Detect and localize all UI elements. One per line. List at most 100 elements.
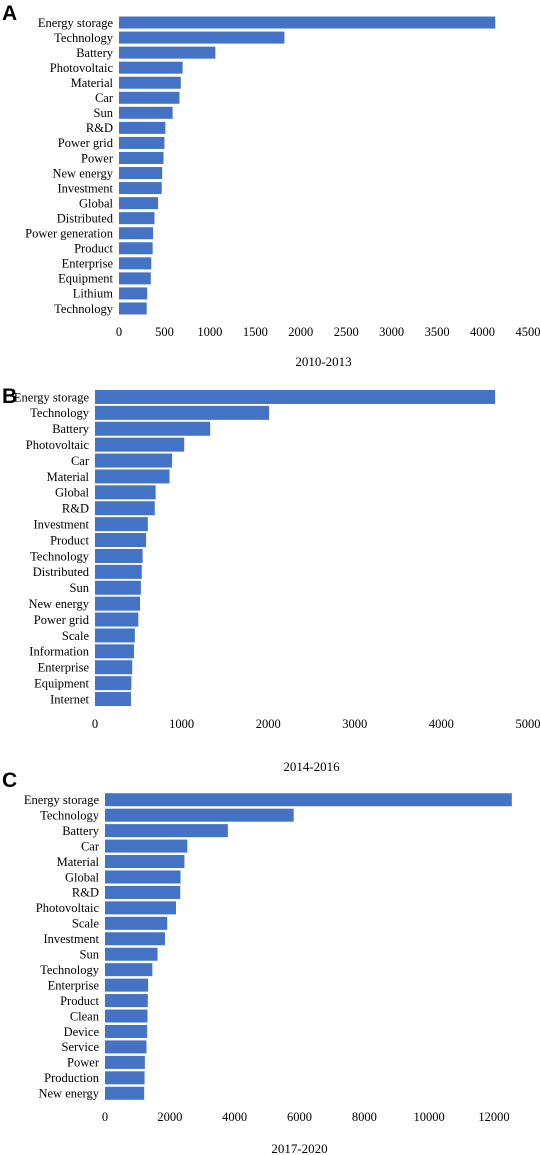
category-label-a-19: Technology bbox=[54, 302, 114, 316]
tick-label-a-9: 4500 bbox=[516, 325, 540, 339]
bar-b-11 bbox=[95, 564, 142, 579]
category-label-a-9: Power bbox=[81, 151, 114, 165]
tick-label-a-3: 1500 bbox=[243, 325, 268, 339]
tick-label-c-1: 2000 bbox=[157, 1110, 182, 1124]
bar-c-8 bbox=[105, 916, 168, 930]
bar-a-5 bbox=[119, 91, 180, 104]
category-label-b-16: Information bbox=[29, 645, 89, 659]
bar-a-12 bbox=[119, 197, 159, 210]
category-label-c-19: New energy bbox=[38, 1087, 99, 1101]
bar-b-8 bbox=[95, 517, 148, 532]
bar-a-2 bbox=[119, 46, 216, 59]
category-label-b-15: Scale bbox=[62, 629, 90, 643]
x-axis-label-c: 2017-2020 bbox=[271, 1141, 327, 1155]
bar-b-6 bbox=[95, 485, 156, 500]
bar-a-15 bbox=[119, 242, 153, 255]
category-label-b-19: Internet bbox=[50, 692, 89, 706]
bar-c-17 bbox=[105, 1055, 145, 1069]
category-label-c-1: Technology bbox=[40, 808, 100, 822]
tick-label-c-6: 12000 bbox=[478, 1110, 509, 1124]
bar-a-0 bbox=[119, 16, 496, 29]
category-label-a-3: Photovoltaic bbox=[50, 61, 114, 75]
category-label-c-5: Global bbox=[65, 870, 100, 884]
category-label-a-4: Material bbox=[71, 76, 114, 90]
category-label-a-10: New energy bbox=[52, 166, 113, 180]
bar-b-14 bbox=[95, 612, 139, 627]
category-label-c-17: Power bbox=[67, 1056, 100, 1070]
bar-c-11 bbox=[105, 963, 153, 977]
bar-c-3 bbox=[105, 839, 188, 853]
bar-c-15 bbox=[105, 1024, 148, 1038]
bar-a-7 bbox=[119, 121, 166, 134]
tick-label-b-3: 3000 bbox=[342, 717, 367, 731]
bar-a-1 bbox=[119, 31, 285, 44]
category-label-b-18: Equipment bbox=[34, 676, 89, 690]
bar-c-12 bbox=[105, 978, 149, 992]
category-label-a-17: Equipment bbox=[58, 272, 113, 286]
category-label-a-1: Technology bbox=[54, 31, 114, 45]
panel-letter-a: A bbox=[2, 2, 17, 25]
bar-c-1 bbox=[105, 808, 294, 822]
tick-label-a-2: 1000 bbox=[197, 325, 222, 339]
bar-c-6 bbox=[105, 885, 181, 899]
bar-a-19 bbox=[119, 302, 147, 315]
bar-b-2 bbox=[95, 421, 211, 436]
tick-label-a-7: 3500 bbox=[425, 325, 450, 339]
tick-label-b-4: 4000 bbox=[429, 717, 454, 731]
bar-c-4 bbox=[105, 855, 185, 869]
category-label-a-8: Power grid bbox=[58, 136, 114, 150]
bar-c-19 bbox=[105, 1086, 145, 1100]
bar-a-11 bbox=[119, 182, 162, 195]
bar-b-13 bbox=[95, 596, 141, 611]
category-label-b-10: Technology bbox=[30, 549, 90, 563]
bar-c-16 bbox=[105, 1040, 147, 1054]
category-label-c-11: Technology bbox=[40, 963, 100, 977]
category-label-b-5: Material bbox=[47, 470, 90, 484]
bar-a-3 bbox=[119, 61, 183, 74]
bar-c-0 bbox=[105, 793, 512, 807]
bar-c-9 bbox=[105, 932, 165, 946]
x-axis-label-a: 2010-2013 bbox=[295, 354, 351, 369]
bar-c-2 bbox=[105, 824, 228, 838]
bar-b-3 bbox=[95, 437, 185, 452]
panel-letter-c: C bbox=[2, 769, 17, 792]
category-label-c-3: Car bbox=[81, 839, 100, 853]
category-label-b-7: R&D bbox=[62, 502, 89, 516]
category-label-c-8: Scale bbox=[72, 917, 100, 931]
category-label-c-16: Service bbox=[62, 1040, 100, 1054]
category-label-a-13: Distributed bbox=[57, 211, 114, 225]
tick-label-a-5: 2500 bbox=[334, 325, 359, 339]
category-label-b-14: Power grid bbox=[34, 613, 90, 627]
category-label-b-11: Distributed bbox=[33, 565, 90, 579]
category-label-b-4: Car bbox=[71, 454, 90, 468]
category-label-b-17: Enterprise bbox=[38, 661, 90, 675]
category-label-c-15: Device bbox=[64, 1025, 100, 1039]
tick-label-a-4: 2000 bbox=[288, 325, 313, 339]
category-label-c-7: Photovoltaic bbox=[36, 901, 100, 915]
bar-b-18 bbox=[95, 676, 132, 691]
bar-a-14 bbox=[119, 227, 154, 240]
bar-b-5 bbox=[95, 469, 170, 484]
bar-b-7 bbox=[95, 501, 155, 516]
tick-label-b-5: 5000 bbox=[516, 717, 540, 731]
category-label-c-9: Investment bbox=[43, 932, 99, 946]
category-label-b-6: Global bbox=[55, 486, 90, 500]
category-label-c-4: Material bbox=[57, 855, 100, 869]
bar-a-17 bbox=[119, 272, 151, 285]
category-label-c-14: Clean bbox=[70, 1009, 100, 1023]
bar-b-17 bbox=[95, 660, 133, 675]
category-label-c-10: Sun bbox=[80, 948, 100, 962]
bar-a-4 bbox=[119, 76, 181, 89]
category-label-b-9: Product bbox=[50, 533, 89, 547]
category-label-b-8: Investment bbox=[33, 517, 89, 531]
bar-b-15 bbox=[95, 628, 135, 643]
tick-label-a-0: 0 bbox=[116, 325, 122, 339]
category-label-a-5: Car bbox=[95, 91, 114, 105]
category-label-c-12: Enterprise bbox=[48, 978, 100, 992]
bar-b-9 bbox=[95, 533, 147, 548]
x-axis-label-b: 2014-2016 bbox=[283, 759, 340, 774]
category-label-b-13: New energy bbox=[28, 597, 89, 611]
category-label-a-7: R&D bbox=[86, 121, 113, 135]
tick-label-a-6: 3000 bbox=[379, 325, 404, 339]
